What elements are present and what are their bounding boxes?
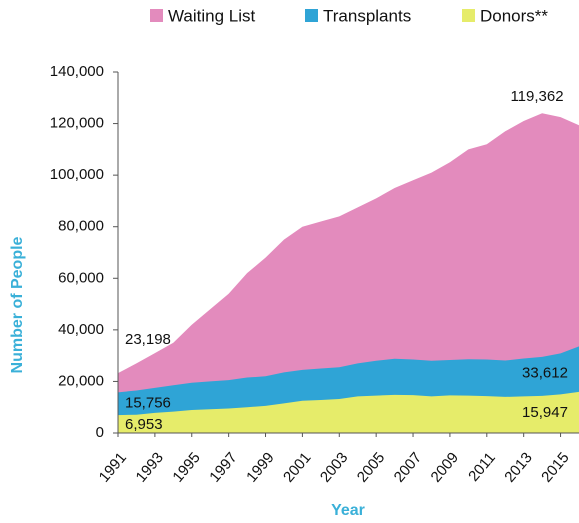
x-tick-label: 2001 bbox=[280, 449, 314, 485]
legend-item: Donors** bbox=[462, 6, 548, 25]
y-tick-label: 20,000 bbox=[58, 372, 104, 389]
area bbox=[118, 113, 579, 433]
data-label: 23,198 bbox=[125, 331, 171, 348]
y-tick-label: 0 bbox=[96, 424, 104, 441]
x-tick-label: 2013 bbox=[501, 449, 535, 485]
x-tick-label: 2007 bbox=[391, 449, 425, 485]
x-tick-label: 2015 bbox=[538, 449, 572, 485]
legend-label: Donors** bbox=[480, 6, 548, 25]
x-tick-label: 1997 bbox=[206, 449, 240, 485]
x-tick-label: 2003 bbox=[317, 449, 351, 485]
data-label: 119,362 bbox=[510, 88, 563, 105]
x-tick-label: 2005 bbox=[354, 449, 388, 485]
y-axis-label: Number of People bbox=[9, 236, 26, 373]
y-tick-label: 40,000 bbox=[58, 321, 104, 338]
legend-item: Waiting List bbox=[150, 6, 256, 25]
legend-label: Waiting List bbox=[168, 6, 256, 25]
data-label: 15,756 bbox=[125, 394, 171, 411]
legend-swatch bbox=[305, 9, 318, 22]
legend-swatch bbox=[462, 9, 475, 22]
area bbox=[118, 391, 579, 433]
y-tick-label: 140,000 bbox=[50, 63, 104, 80]
y-tick-label: 60,000 bbox=[58, 269, 104, 286]
data-label: 6,953 bbox=[125, 416, 163, 433]
legend-item: Transplants bbox=[305, 6, 411, 25]
data-label: 33,612 bbox=[522, 364, 568, 381]
y-tick-label: 100,000 bbox=[50, 166, 104, 183]
y-tick-label: 80,000 bbox=[58, 218, 104, 235]
x-tick-label: 2011 bbox=[465, 449, 499, 485]
legend-swatch bbox=[150, 9, 163, 22]
data-label: 15,947 bbox=[522, 404, 568, 421]
x-tick-label: 1999 bbox=[243, 449, 277, 485]
y-tick-label: 120,000 bbox=[50, 115, 104, 132]
legend-label: Transplants bbox=[323, 6, 411, 25]
x-tick-label: 1991 bbox=[96, 449, 130, 485]
x-tick-label: 1995 bbox=[169, 449, 203, 485]
x-tick-label: 1993 bbox=[133, 449, 167, 485]
x-tick-label: 2009 bbox=[428, 449, 462, 485]
x-axis-label: Year bbox=[331, 502, 365, 519]
